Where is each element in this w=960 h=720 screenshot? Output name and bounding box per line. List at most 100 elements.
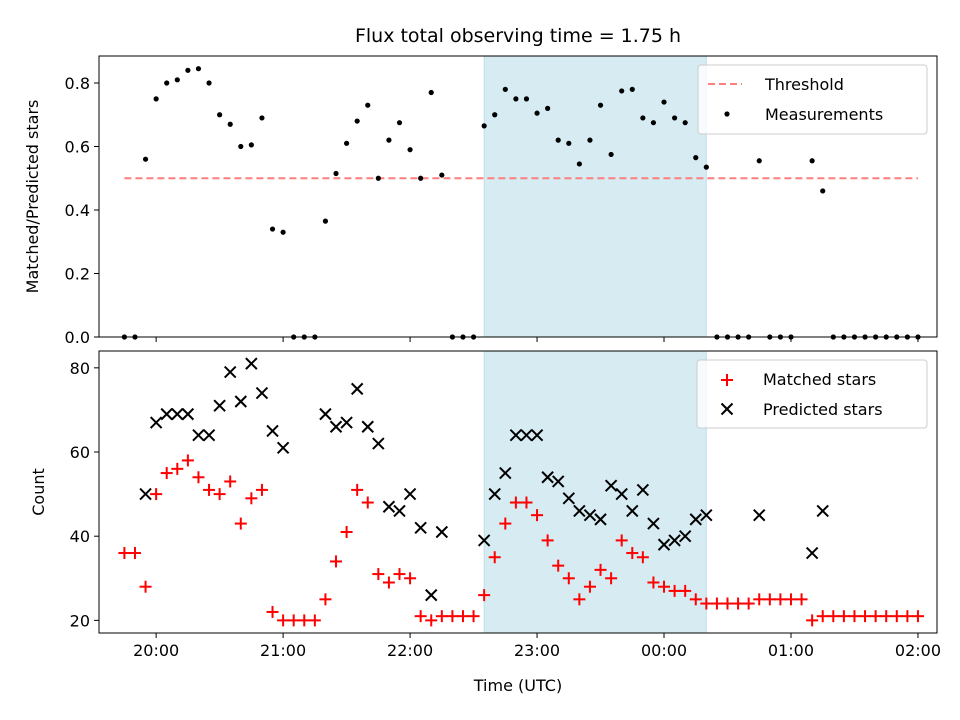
matched-star-point — [372, 568, 385, 581]
matched-star-point — [806, 614, 819, 627]
predicted-star-point — [382, 500, 396, 513]
predicted-star-point — [213, 399, 226, 412]
matched-star-point — [605, 572, 618, 585]
matched-star-point — [467, 610, 480, 623]
measurement-point — [322, 218, 329, 224]
predicted-star-point — [393, 504, 406, 518]
matched-star-point — [213, 488, 226, 501]
measurement-point — [566, 140, 572, 146]
matched-star-point — [150, 488, 163, 501]
measurement-point — [365, 102, 371, 108]
measurement-point — [185, 67, 191, 73]
matched-star-point — [827, 610, 840, 623]
observing-window-span — [483, 55, 707, 338]
predicted-star-point — [340, 416, 353, 429]
measurement-point — [333, 170, 339, 177]
x-tick-label: 22:00 — [387, 641, 433, 660]
matched-star-point — [488, 551, 501, 564]
legend-matched-label: Matched stars — [763, 370, 876, 389]
matched-star-point — [203, 483, 216, 496]
matched-star-point — [181, 454, 194, 467]
matched-star-point — [319, 593, 332, 606]
y-tick-label: 40 — [70, 527, 90, 546]
matched-star-point — [245, 492, 258, 505]
legend-plus-mark — [721, 374, 733, 386]
predicted-star-point — [266, 424, 279, 438]
measurement-point — [820, 188, 826, 194]
matched-star-point — [658, 580, 671, 593]
matched-star-point — [192, 471, 205, 484]
ratio-axes-frame — [98, 55, 938, 338]
matched-star-point — [615, 534, 628, 547]
measurement-point — [280, 229, 286, 235]
matched-star-point — [330, 555, 343, 568]
predicted-star-point — [245, 357, 258, 370]
matched-star-point — [880, 610, 893, 623]
matched-star-point — [414, 610, 427, 623]
ratio-legend-box — [697, 64, 928, 135]
predicted-star-point — [202, 428, 216, 442]
predicted-star-point — [139, 487, 152, 501]
predicted-star-point — [329, 420, 343, 433]
matched-star-point — [626, 547, 639, 560]
matched-star-point — [435, 610, 448, 623]
matched-star-point — [732, 597, 745, 610]
matched-star-point — [361, 496, 374, 509]
matched-star-point — [795, 593, 808, 606]
measurement-point — [418, 175, 424, 181]
measurement-point — [206, 80, 212, 86]
matched-star-point — [647, 576, 660, 589]
matched-star-point — [837, 610, 850, 623]
matched-star-point — [636, 551, 649, 564]
count-marks — [118, 357, 924, 627]
predicted-star-point — [657, 538, 671, 551]
measurement-point — [671, 115, 678, 121]
matched-star-point — [562, 572, 575, 585]
predicted-star-point — [350, 382, 364, 396]
legend-predicted-swatch — [720, 402, 734, 416]
matched-star-point — [382, 576, 395, 589]
matched-star-point — [425, 614, 438, 627]
predicted-star-point — [562, 492, 575, 505]
legend-measurements-swatch — [724, 111, 730, 117]
predicted-star-point — [509, 428, 523, 442]
ratio-marks — [121, 66, 921, 340]
legend-measurements-label: Measurements — [765, 105, 883, 124]
matched-star-point — [583, 580, 596, 593]
matched-star-point — [573, 593, 586, 606]
predicted-star-point — [668, 534, 681, 547]
measurement-point — [502, 86, 508, 92]
matched-star-point — [753, 593, 766, 606]
x-tick-label: 23:00 — [514, 641, 560, 660]
measurement-point — [142, 156, 149, 162]
measurement-point — [259, 115, 265, 121]
measurement-point — [354, 118, 360, 124]
measurement-point — [703, 164, 709, 170]
measurement-point — [523, 96, 530, 102]
matched-star-point — [298, 614, 311, 627]
measurement-point — [534, 110, 540, 116]
legend-matched-swatch — [721, 374, 733, 386]
x-tick-label: 21:00 — [260, 641, 306, 660]
matched-star-point — [594, 563, 607, 576]
measurement-point — [217, 112, 223, 118]
count-panel: 20:00 21:00 22:00 23:00 00:00 01:00 02:00 20 40 6… — [29, 350, 941, 695]
predicted-star-point — [403, 487, 417, 501]
y-tick-label: 0.2 — [65, 264, 90, 283]
measurement-point — [629, 86, 635, 92]
y-tick-label: 0.8 — [65, 74, 90, 93]
measurement-point — [269, 226, 276, 232]
predicted-star-point — [372, 437, 385, 450]
matched-star-point — [541, 534, 554, 547]
measurement-point — [428, 89, 434, 96]
matched-star-point — [721, 597, 734, 610]
matched-star-point — [901, 610, 914, 623]
measurement-point — [576, 161, 582, 167]
matched-star-point — [478, 589, 491, 602]
predicted-star-point — [583, 508, 597, 522]
measurement-point — [640, 115, 646, 121]
matched-star-point — [531, 509, 544, 522]
chart-title: Flux total observing time = 1.75 h — [355, 25, 681, 47]
count-y-axis-label: Count — [29, 468, 48, 516]
matched-star-point — [700, 597, 713, 610]
